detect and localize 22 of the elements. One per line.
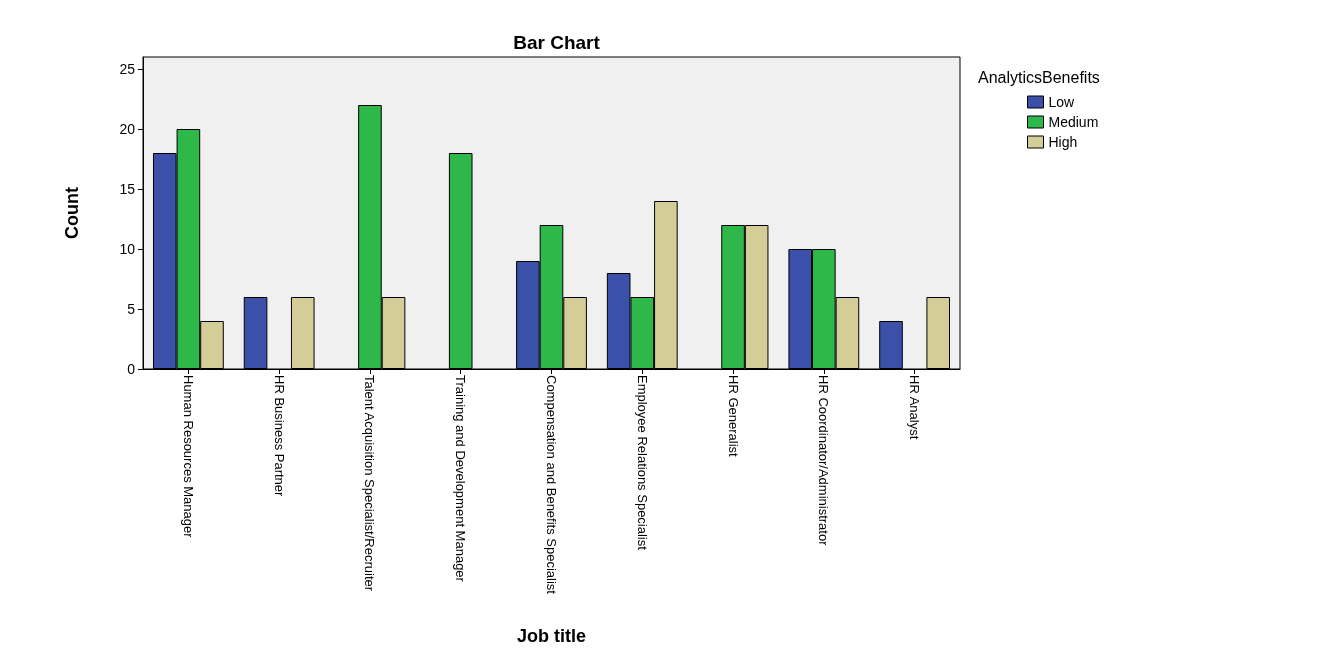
x-tick-label: Employee Relations Specialist	[634, 375, 650, 551]
legend-title: AnalyticsBenefits	[978, 68, 1100, 86]
y-axis-title: Count	[62, 187, 82, 239]
x-tick-label: Compensation and Benefits Specialist	[544, 375, 559, 595]
x-tick-label: Talent Acquisition Specialist/Recruiter	[362, 375, 378, 592]
y-tick-label: 10	[119, 241, 136, 257]
y-tick-label: 0	[127, 361, 136, 377]
x-tick-label: HR Generalist	[725, 375, 741, 458]
chart-title: Bar Chart	[513, 32, 601, 53]
x-tick-label: Training and Development Manager	[453, 375, 469, 583]
y-tick-label: 25	[119, 61, 136, 77]
y-tick-label: 15	[119, 181, 136, 197]
legend-label: Low	[1048, 94, 1076, 110]
x-tick-label: HR Analyst	[907, 375, 923, 440]
x-axis-title: Job title	[516, 626, 587, 646]
y-tick-label: 20	[119, 121, 136, 137]
x-tick-label: Human Resources Manager	[180, 375, 196, 539]
legend-label: High	[1048, 134, 1078, 150]
x-tick-label: HR Coordinator/Administrator	[816, 375, 832, 547]
legend-label: Medium	[1048, 114, 1099, 130]
y-tick-label: 5	[127, 301, 136, 317]
x-tick-label: HR Business Partner	[271, 375, 287, 498]
